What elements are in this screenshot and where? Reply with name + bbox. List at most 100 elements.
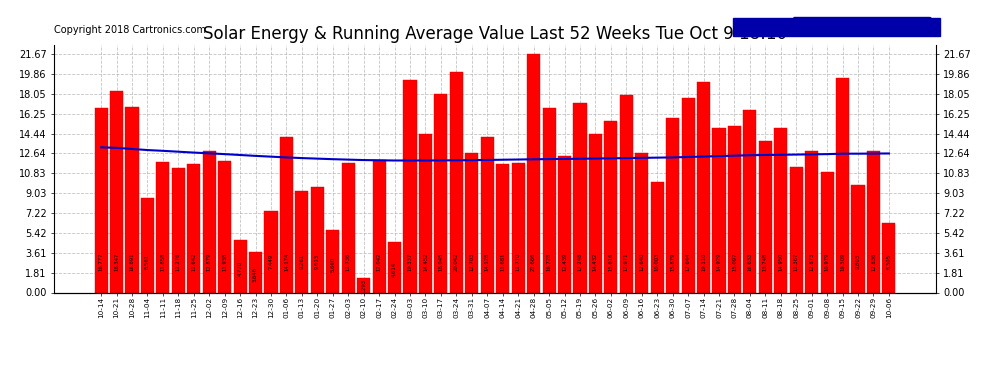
Text: 14.929: 14.929: [717, 252, 722, 271]
Text: 12.873: 12.873: [809, 252, 814, 271]
Bar: [851, 184, 864, 292]
Text: 12.640: 12.640: [640, 252, 644, 271]
Bar: [620, 95, 633, 292]
Text: 17.644: 17.644: [686, 252, 691, 271]
Text: 7.449: 7.449: [268, 254, 273, 269]
Bar: [419, 134, 432, 292]
Bar: [604, 121, 618, 292]
Text: 11.736: 11.736: [346, 252, 350, 271]
Text: 15.879: 15.879: [670, 252, 675, 271]
Text: 11.681: 11.681: [500, 252, 505, 271]
Bar: [295, 190, 309, 292]
Title: Solar Energy & Running Average Value Last 52 Weeks Tue Oct 9 18:10: Solar Energy & Running Average Value Las…: [203, 26, 787, 44]
Bar: [357, 278, 370, 292]
Text: 11.276: 11.276: [176, 252, 181, 271]
Text: 16.777: 16.777: [99, 252, 104, 271]
Text: 11.642: 11.642: [191, 252, 196, 271]
Bar: [435, 94, 447, 292]
Text: 19.509: 19.509: [841, 252, 845, 271]
Bar: [126, 107, 139, 292]
Bar: [94, 108, 108, 292]
Text: 19.110: 19.110: [701, 252, 706, 271]
Bar: [774, 128, 787, 292]
Bar: [218, 161, 232, 292]
Text: 9.803: 9.803: [855, 254, 860, 269]
Bar: [589, 134, 602, 292]
Text: 18.347: 18.347: [114, 252, 119, 271]
Text: 14.128: 14.128: [485, 252, 490, 271]
Text: 16.728: 16.728: [546, 252, 551, 271]
Bar: [327, 230, 340, 292]
Text: 11.858: 11.858: [160, 252, 165, 271]
Text: 11.367: 11.367: [794, 252, 799, 271]
Text: 21.666: 21.666: [531, 252, 537, 271]
Text: 11.770: 11.770: [516, 252, 521, 271]
Text: 3.646: 3.646: [253, 267, 258, 282]
Bar: [527, 54, 541, 292]
FancyBboxPatch shape: [733, 18, 940, 36]
Bar: [141, 198, 154, 292]
Text: 17.248: 17.248: [577, 252, 582, 271]
Text: 14.950: 14.950: [778, 252, 783, 271]
Text: 12.879: 12.879: [207, 252, 212, 271]
Bar: [248, 252, 262, 292]
Text: 12.703: 12.703: [469, 252, 474, 271]
Bar: [821, 172, 834, 292]
Text: 18.045: 18.045: [439, 252, 444, 271]
Text: 6.305: 6.305: [886, 254, 891, 269]
Text: 17.971: 17.971: [624, 252, 629, 271]
Bar: [666, 118, 679, 292]
Bar: [171, 168, 185, 292]
Bar: [110, 91, 123, 292]
Bar: [234, 240, 247, 292]
Text: 8.561: 8.561: [145, 254, 149, 269]
Bar: [543, 108, 555, 292]
Text: 15.616: 15.616: [609, 252, 614, 271]
Bar: [187, 165, 200, 292]
Text: 14.174: 14.174: [284, 252, 289, 271]
Bar: [342, 164, 354, 292]
Bar: [372, 160, 386, 292]
Bar: [882, 223, 896, 292]
Bar: [203, 151, 216, 292]
Text: 20.042: 20.042: [453, 252, 459, 271]
Text: 16.891: 16.891: [130, 252, 135, 271]
Text: 13.748: 13.748: [763, 252, 768, 271]
Text: 4.614: 4.614: [392, 262, 397, 277]
Bar: [650, 183, 663, 292]
Text: 12.042: 12.042: [376, 252, 381, 271]
Bar: [481, 137, 494, 292]
Text: 14.432: 14.432: [593, 252, 598, 271]
Bar: [758, 141, 772, 292]
Text: Copyright 2018 Cartronics.com: Copyright 2018 Cartronics.com: [54, 25, 207, 35]
Bar: [790, 168, 803, 292]
Bar: [465, 153, 478, 292]
Text: 15.097: 15.097: [732, 252, 737, 271]
Text: 12.439: 12.439: [562, 252, 567, 271]
Text: 9.261: 9.261: [299, 254, 304, 269]
Text: 11.938: 11.938: [222, 252, 227, 271]
Bar: [496, 164, 509, 292]
Bar: [558, 156, 571, 292]
Text: 1.293: 1.293: [361, 279, 366, 294]
Bar: [636, 153, 648, 292]
Bar: [404, 80, 417, 292]
Bar: [311, 187, 324, 292]
Bar: [713, 128, 726, 292]
Text: 5.660: 5.660: [331, 257, 336, 272]
Bar: [156, 162, 169, 292]
Bar: [449, 72, 463, 292]
Text: 9.613: 9.613: [315, 254, 320, 269]
Bar: [743, 110, 756, 292]
Text: 14.452: 14.452: [423, 252, 428, 271]
Bar: [264, 210, 277, 292]
Legend: Average ($), Weekly ($): Average ($), Weekly ($): [793, 17, 931, 32]
Bar: [697, 82, 710, 292]
Bar: [681, 98, 695, 292]
Text: 10.979: 10.979: [825, 252, 830, 271]
Text: 10.003: 10.003: [654, 252, 659, 271]
Text: 19.337: 19.337: [408, 253, 413, 271]
Text: 16.633: 16.633: [747, 253, 752, 271]
Bar: [728, 126, 742, 292]
Bar: [805, 151, 819, 292]
